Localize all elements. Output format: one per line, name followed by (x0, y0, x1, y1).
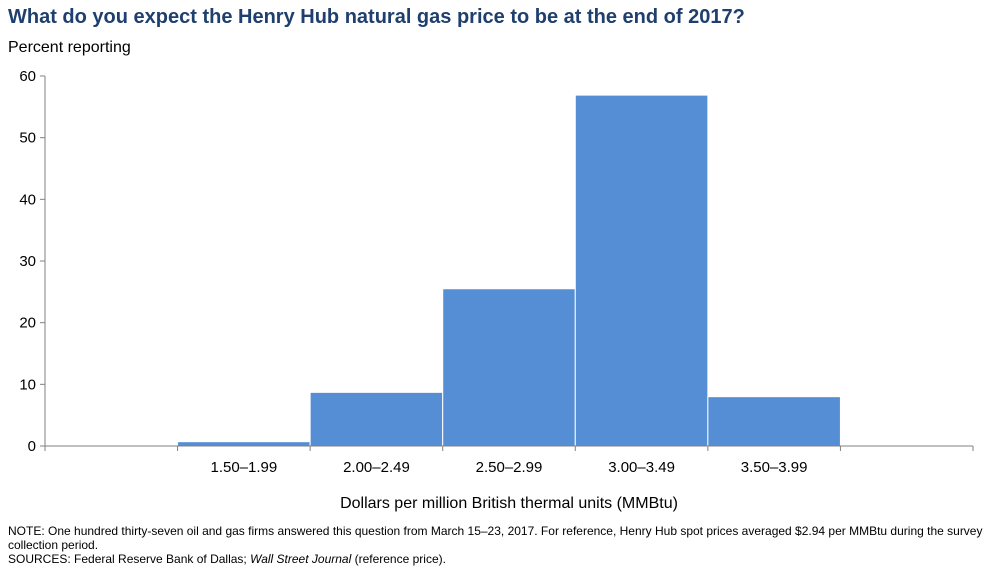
chart-title: What do you expect the Henry Hub natural… (8, 6, 745, 28)
bar (574, 94, 709, 447)
x-tick-label: 3.00–3.49 (608, 459, 675, 476)
x-tick-label: 2.50–2.99 (476, 459, 543, 476)
y-tick-label: 50 (19, 130, 36, 147)
x-tick-label: 1.50–1.99 (210, 459, 277, 476)
y-tick-label: 40 (19, 191, 36, 208)
y-tick-label: 30 (19, 253, 36, 270)
note-text: NOTE: One hundred thirty-seven oil and g… (8, 524, 983, 552)
y-axis-label: Percent reporting (8, 39, 131, 56)
sources-text: SOURCES: Federal Reserve Bank of Dallas;… (8, 552, 984, 566)
chart-notes: NOTE: One hundred thirty-seven oil and g… (8, 524, 984, 566)
sources-italic: Wall Street Journal (250, 552, 352, 566)
sources-suffix: (reference price). (351, 552, 446, 566)
x-tick-label: 3.50–3.99 (741, 459, 808, 476)
x-tick-label: 2.00–2.49 (343, 459, 410, 476)
y-tick-label: 0 (28, 438, 36, 455)
y-tick-label: 20 (19, 315, 36, 332)
y-tick-label: 60 (19, 68, 36, 85)
sources-prefix: SOURCES: Federal Reserve Bank of Dallas; (8, 552, 251, 566)
bar (707, 396, 841, 447)
bar (442, 288, 576, 447)
bar (309, 391, 444, 447)
y-tick-label: 10 (19, 376, 36, 393)
x-axis-label: Dollars per million British thermal unit… (340, 495, 678, 512)
bar-chart: 0 10 20 30 40 50 60 1.50–1.99 2.00–2.49 2.50–2.99… (19, 68, 974, 512)
bar (177, 441, 311, 447)
